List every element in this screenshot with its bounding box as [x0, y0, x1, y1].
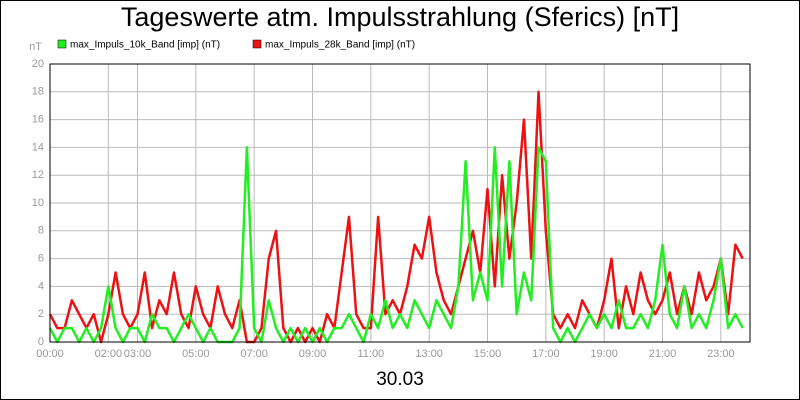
y-tick-label: 20	[32, 58, 44, 70]
y-tick-label: 18	[32, 86, 44, 98]
x-tick-label: 21:00	[649, 348, 677, 360]
y-axis-label: nT	[29, 41, 42, 53]
y-tick-label: 0	[38, 336, 44, 348]
x-tick-label: 05:00	[182, 348, 210, 360]
x-tick-label: 17:00	[532, 348, 560, 360]
y-tick-label: 2	[38, 308, 44, 320]
y-tick-label: 14	[32, 141, 44, 153]
x-tick-label: 07:00	[240, 348, 268, 360]
x-tick-label: 19:00	[590, 348, 618, 360]
y-tick-label: 10	[32, 197, 44, 209]
y-tick-label: 4	[38, 280, 44, 292]
y-tick-label: 12	[32, 169, 44, 181]
x-tick-label: 23:00	[707, 348, 735, 360]
chart-title: Tageswerte atm. Impulsstrahlung (Sferics…	[121, 2, 679, 32]
legend-label: max_Impuls_28k_Band [imp] (nT)	[265, 40, 415, 51]
y-tick-label: 16	[32, 114, 44, 126]
x-tick-label: 00:00	[36, 348, 64, 360]
y-tick-label: 6	[38, 253, 44, 265]
y-tick-label: 8	[38, 225, 44, 237]
data-line	[48, 146, 744, 344]
data-line	[48, 90, 744, 344]
legend-swatch	[252, 39, 262, 49]
x-tick-label: 09:00	[299, 348, 327, 360]
x-tick-label: 11:00	[357, 348, 384, 360]
x-tick-label: 03:00	[124, 348, 152, 360]
x-tick-label: 13:00	[415, 348, 443, 360]
plot-border	[49, 63, 751, 343]
x-tick-label: 02:00	[95, 348, 123, 360]
x-axis-label: 30.03	[376, 369, 424, 390]
x-tick-label: 15:00	[474, 348, 502, 360]
legend-label: max_Impuls_10k_Band [imp] (nT)	[70, 40, 220, 51]
legend-swatch	[57, 39, 67, 49]
